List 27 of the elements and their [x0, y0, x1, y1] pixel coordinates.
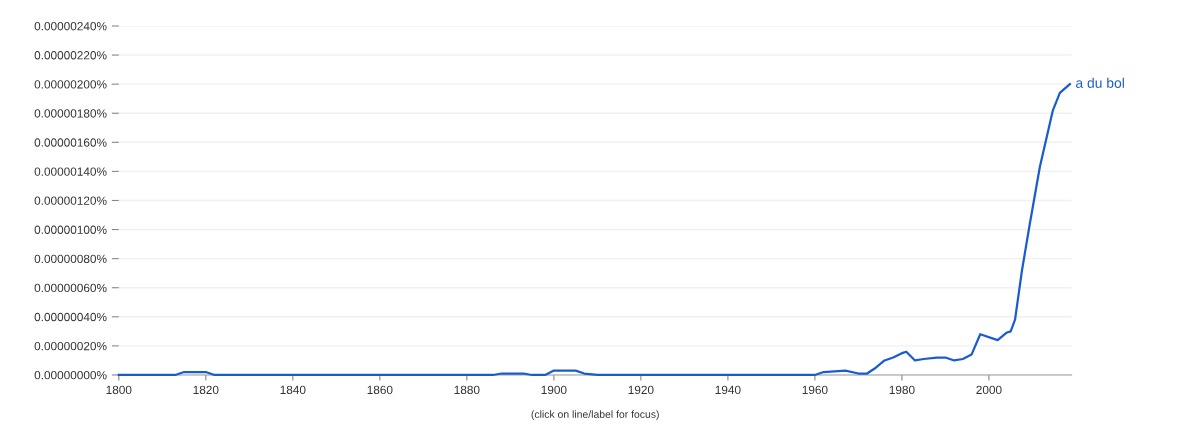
y-tick-label: 0.00000160%: [34, 138, 107, 147]
x-tick-label: 1900: [541, 385, 567, 395]
line-series: [117, 83, 1071, 377]
x-tick-label: 1840: [280, 385, 306, 395]
y-tick-label: 0.00000060%: [34, 283, 107, 293]
x-tick-label: 1940: [715, 385, 741, 395]
x-tick-label: 1980: [889, 385, 915, 395]
x-tick-label: 1860: [367, 385, 393, 395]
y-tick-label: 0.00000220%: [34, 51, 107, 60]
y-tick-label: 0.00000200%: [34, 80, 107, 89]
x-tick-label: 1880: [454, 385, 480, 395]
y-tick-label: 0.00000140%: [34, 167, 107, 176]
x-tick-label: 1820: [193, 385, 219, 395]
series-label: a du bol: [1076, 77, 1124, 88]
y-tick-label: 0.00000040%: [34, 312, 107, 322]
y-tick-label: 0.00000000%: [34, 371, 107, 380]
y-tick-label: 0.00000240%: [34, 22, 107, 31]
y-tick-label: 0.00000100%: [34, 225, 107, 234]
x-tick-label: 2000: [976, 385, 1002, 395]
y-tick-label: 0.00000020%: [34, 341, 107, 351]
y-tick-label: 0.00000180%: [34, 109, 107, 118]
y-tick-label: 0.00000120%: [34, 196, 107, 205]
x-tick-label: 1960: [802, 385, 828, 395]
x-axis-title: (click on line/label for focus): [531, 410, 659, 420]
y-tick-label: 0.00000080%: [34, 254, 107, 264]
x-tick-label: 1800: [106, 385, 132, 395]
x-tick-label: 1920: [628, 385, 654, 395]
